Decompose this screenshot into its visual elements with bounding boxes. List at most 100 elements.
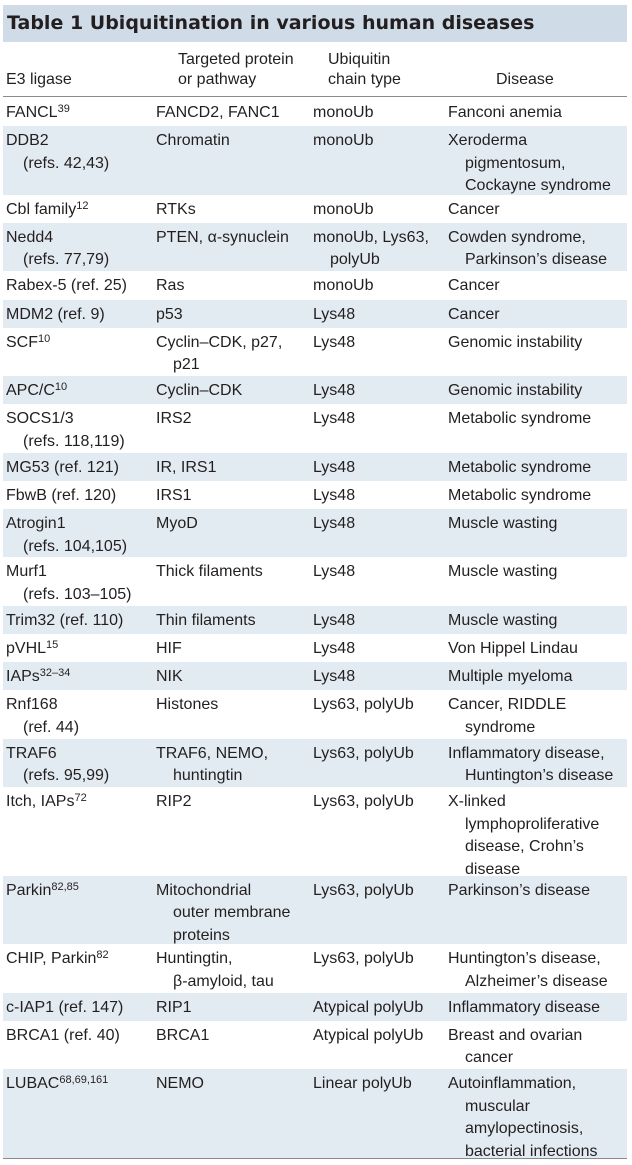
- cell-line: HIF: [156, 640, 182, 658]
- cell-disease: Inflammatory disease, Huntington’s diseas…: [448, 743, 627, 788]
- cell-chain-type: Lys63, polyUb: [313, 948, 448, 971]
- header-line: Disease: [496, 71, 554, 88]
- cell-line: (refs. 42,43): [6, 153, 156, 176]
- cell-line: Muscle wasting: [448, 515, 558, 533]
- cell-line: IRS1: [156, 486, 192, 504]
- cell-line: Cockayne syndrome: [465, 177, 611, 195]
- cell-disease: Genomic instability: [448, 380, 627, 403]
- cell-line: MyoD: [156, 515, 198, 533]
- cell-e3-ligase: Cbl family12: [6, 199, 156, 222]
- cell-disease: Von Hippel Lindau: [448, 638, 627, 661]
- cell-line: MDM2 (ref. 9): [6, 304, 156, 327]
- cell-e3-ligase: IAPs32–34: [6, 666, 156, 689]
- cell-line: Parkinson’s disease: [465, 251, 608, 269]
- cell-disease: Cancer: [448, 199, 627, 222]
- cell-line: pVHL15: [6, 638, 156, 661]
- cell-line: CHIP, Parkin82: [6, 948, 156, 971]
- cell-disease: Huntington’s disease, Alzheimer’s disease: [448, 948, 627, 993]
- table-row: c-IAP1 (ref. 147) RIP1 Atypical polyUb Infl…: [3, 992, 627, 1021]
- cell-disease: X-linked lymphoproliferative disease, Croh…: [448, 791, 627, 881]
- cell-e3-ligase: DDB2 (refs. 42,43): [6, 130, 156, 175]
- cell-e3-ligase: Itch, IAPs72: [6, 791, 156, 814]
- table-title: Table 1 Ubiquitination in various human …: [7, 12, 535, 34]
- e3-name: Atrogin1: [6, 515, 66, 533]
- cell-line: p21: [173, 356, 200, 374]
- table-row: FANCL39 FANCD2, FANC1 monoUb Fanconi anemia: [3, 98, 627, 126]
- cell-chain-type: monoUb: [313, 275, 448, 298]
- cell-line: Lys48: [313, 305, 356, 323]
- e3-name: (refs. 118,119): [23, 432, 125, 450]
- table-row: MG53 (ref. 121) IR, IRS1 Lys48 Metabolic sy…: [3, 452, 627, 481]
- cell-line: Atypical polyUb: [313, 998, 424, 1016]
- cell-target: Chromatin: [156, 130, 313, 153]
- cell-e3-ligase: FANCL39: [6, 102, 156, 125]
- cell-line: Lys63, polyUb: [313, 696, 414, 714]
- cell-target: IR, IRS1: [156, 457, 313, 480]
- cell-disease: Autoinflammation, muscular amylopectinosis…: [448, 1073, 627, 1163]
- cell-target: NEMO: [156, 1073, 313, 1096]
- cell-line: monoUb: [313, 200, 374, 218]
- e3-name: Nedd4: [6, 228, 54, 246]
- table-row: DDB2 (refs. 42,43) Chromatin monoUb Xeroderm…: [3, 126, 627, 195]
- cell-chain-type: Lys48: [313, 561, 448, 584]
- cell-chain-type: Atypical polyUb: [313, 1025, 448, 1048]
- cell-e3-ligase: c-IAP1 (ref. 147): [6, 997, 156, 1020]
- cell-line: Rabex-5 (ref. 25): [6, 275, 156, 298]
- reference-superscript: 72: [74, 792, 87, 805]
- cell-disease: Metabolic syndrome: [448, 408, 627, 431]
- cell-e3-ligase: Nedd4 (refs. 77,79): [6, 227, 156, 272]
- cell-line: TRAF6: [6, 743, 156, 766]
- cell-line: p53: [156, 305, 183, 323]
- cell-chain-type: Lys48: [313, 408, 448, 431]
- e3-name: (refs. 104,105): [23, 537, 128, 555]
- cell-line: lymphoproliferative: [465, 815, 600, 833]
- e3-name: MG53 (ref. 121): [6, 458, 119, 476]
- cell-line: Atypical polyUb: [313, 1026, 424, 1044]
- cell-line: RIP1: [156, 998, 192, 1016]
- cell-e3-ligase: Atrogin1 (refs. 104,105): [6, 513, 156, 558]
- table-row: pVHL15 HIF Lys48 Von Hippel Lindau: [3, 634, 627, 662]
- cell-line: PTEN, α-synuclein: [156, 228, 289, 246]
- cell-line: Atrogin1: [6, 513, 156, 536]
- cell-line: bacterial infections: [465, 1142, 598, 1160]
- cell-line: Fanconi anemia: [448, 104, 562, 121]
- header-line: Ubiquitin: [328, 51, 391, 68]
- cell-e3-ligase: APC/C10: [6, 380, 156, 403]
- cell-line: β-amyloid, tau: [173, 972, 274, 990]
- table-row: Itch, IAPs72 RIP2 Lys63, polyUb X-linked lym…: [3, 787, 627, 878]
- table-row: Parkin82,85 Mitochondrial outer membrane pr…: [3, 875, 627, 945]
- header-targeted-protein: Targeted protein or pathway: [178, 50, 294, 90]
- cell-line: (refs. 104,105): [6, 536, 156, 559]
- cell-e3-ligase: FbwB (ref. 120): [6, 485, 156, 508]
- cell-target: p53: [156, 304, 313, 327]
- cell-target: Thin filaments: [156, 610, 313, 633]
- cell-line: BRCA1: [156, 1026, 210, 1044]
- e3-name: Cbl family: [6, 200, 77, 218]
- e3-name: CHIP, Parkin: [6, 950, 97, 968]
- cell-target: Thick filaments: [156, 561, 313, 584]
- header-disease: Disease: [496, 70, 554, 90]
- cell-line: (refs. 95,99): [6, 765, 156, 788]
- cell-target: FANCD2, FANC1: [156, 102, 313, 125]
- cell-e3-ligase: Rabex-5 (ref. 25): [6, 275, 156, 298]
- cell-line: Lys48: [313, 486, 356, 504]
- cell-chain-type: Atypical polyUb: [313, 997, 448, 1020]
- cell-line: Lys48: [313, 640, 356, 658]
- cell-line: monoUb: [313, 277, 374, 295]
- cell-line: Xeroderma: [448, 132, 528, 150]
- cell-line: monoUb: [313, 104, 374, 121]
- reference-superscript: 15: [46, 639, 59, 652]
- cell-chain-type: Lys48: [313, 666, 448, 689]
- header-e3-ligase: E3 ligase: [6, 70, 72, 90]
- cell-line: NIK: [156, 668, 183, 686]
- e3-name: Rnf168: [6, 696, 58, 714]
- cell-line: Lys48: [313, 515, 356, 533]
- cell-disease: Metabolic syndrome: [448, 457, 627, 480]
- cell-line: DDB2: [6, 130, 156, 153]
- cell-line: Parkin82,85: [6, 880, 156, 903]
- e3-name: MDM2 (ref. 9): [6, 305, 105, 323]
- cell-chain-type: monoUb: [313, 102, 448, 125]
- header-chain-type: Ubiquitin chain type: [328, 50, 401, 90]
- cell-e3-ligase: Parkin82,85: [6, 880, 156, 903]
- cell-line: Huntington’s disease: [465, 767, 614, 785]
